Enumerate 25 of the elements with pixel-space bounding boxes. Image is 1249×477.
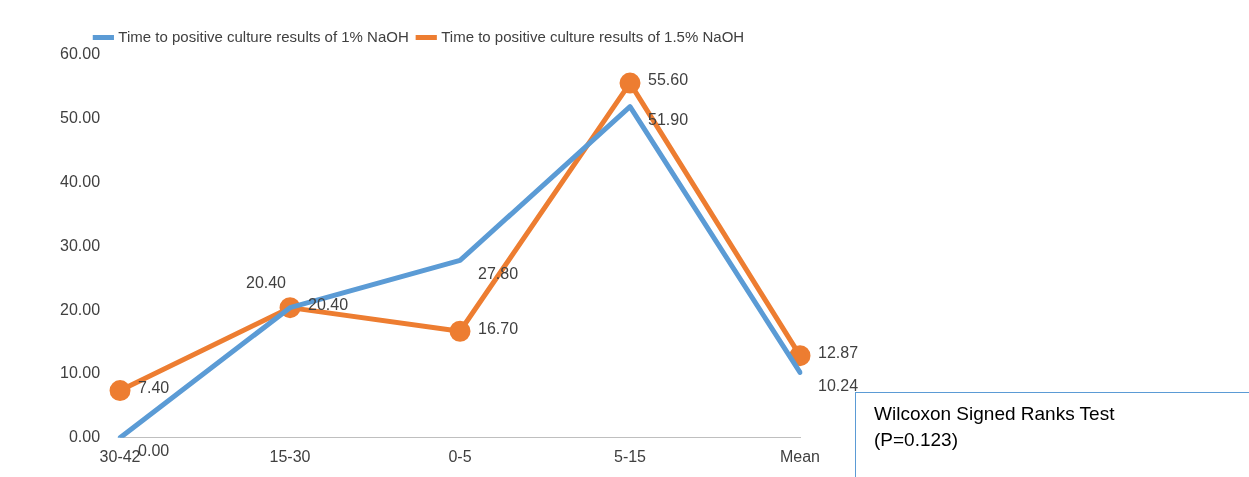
point: [449, 320, 471, 342]
data-label: 16.70: [478, 319, 519, 337]
legend-label: Time to positive culture results of 1% NaOH: [118, 27, 409, 45]
y-tick-label: 30.00: [59, 236, 101, 254]
y-tick-label: 60.00: [59, 45, 101, 63]
point: [789, 345, 811, 367]
legend-label: Time to positive culture results of 1.5% NaOH: [441, 27, 745, 45]
text: Wilcoxon Signed Ranks Test (P=0.123): [855, 392, 1249, 477]
y-tick-label: 10.00: [59, 364, 101, 382]
y-tick-label: 40.00: [59, 173, 101, 191]
data-label: 55.60: [648, 71, 689, 89]
data-label: 20.40: [245, 274, 287, 292]
data-label: 7.40: [138, 378, 170, 396]
x-tick-label: 0-5: [448, 447, 472, 465]
data-label: 20.40: [308, 296, 349, 314]
point: [619, 72, 641, 94]
data-label: 12.87: [818, 344, 859, 362]
y-tick-label: 50.00: [59, 109, 101, 127]
y-tick-label: 20.00: [59, 300, 101, 318]
x-tick-label: 5-15: [613, 447, 647, 465]
data-label: 10.24: [818, 376, 859, 394]
point: [109, 380, 131, 402]
y-tick-label: 0.00: [68, 428, 101, 446]
x-tick-label: Mean: [779, 447, 821, 465]
x-tick-label: 15-30: [269, 447, 311, 465]
